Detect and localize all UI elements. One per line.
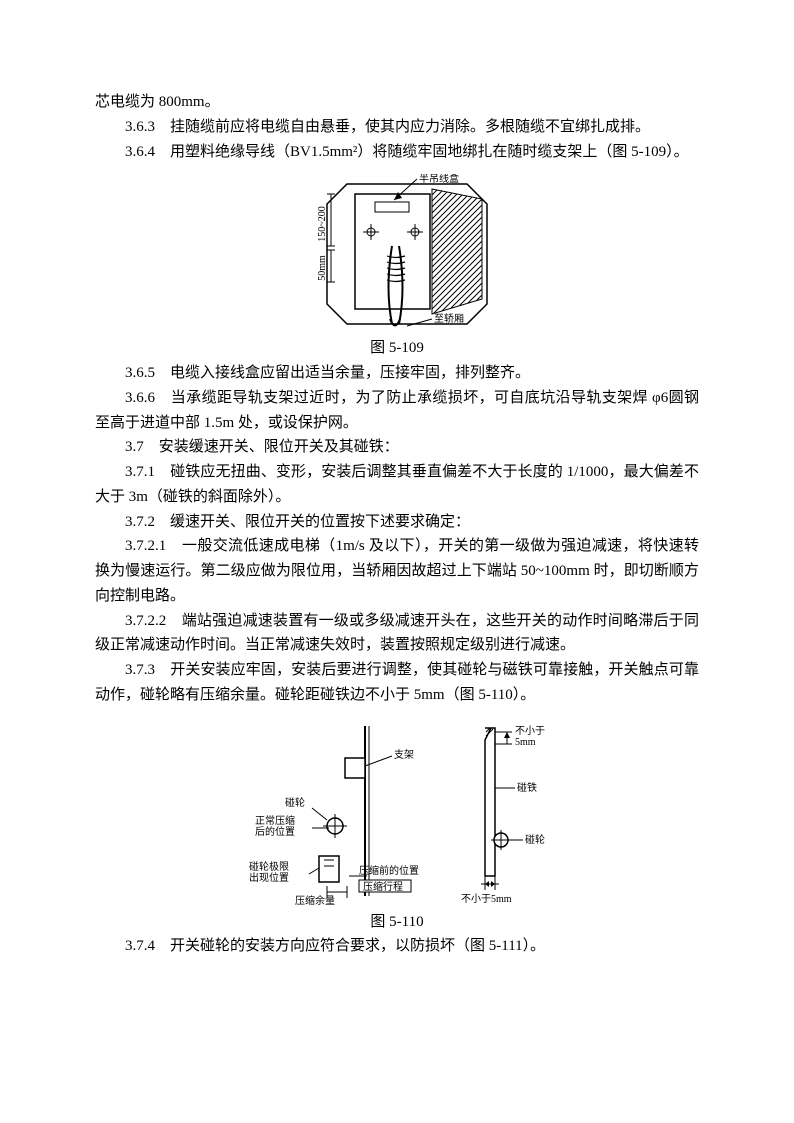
label-jixian-2: 出现位置 <box>249 871 289 884</box>
p-374: 3.7.4 开关碰轮的安装方向应符合要求，以防损坏（图 5-111）。 <box>95 934 699 959</box>
label-penglun-left: 碰轮 <box>285 796 305 809</box>
p-364: 3.6.4 用塑料绝缘导线（BV1.5mm²）将随缆牢固地绑扎在随时缆支架上（图… <box>95 140 699 165</box>
p-3722: 3.7.2.2 端站强迫减速装置有一级或多级减速开头在，这些开关的动作时间略滞后… <box>95 609 699 659</box>
label-pengtie: 碰铁 <box>517 781 537 794</box>
label-noless-top-2: 5mm <box>515 737 536 748</box>
p-3721: 3.7.2.1 一般交流低速成电梯（1m/s 及以下），开关的第一级做为强迫减速… <box>95 534 699 608</box>
label-noless-top-1: 不小于 <box>515 725 545 737</box>
label-zhengchang-2: 后的位置 <box>255 825 295 838</box>
p-365: 3.6.5 电缆入接线盒应留出适当余量，压接牢固，排列整齐。 <box>95 361 699 386</box>
figure-5-110-svg: 支架 碰轮 正常压缩 后的位置 碰轮极限 出现位置 压缩余量 压缩前的位置 压缩… <box>237 718 557 908</box>
label-top: 半吊线盒 <box>419 174 459 185</box>
p-366: 3.6.6 当承缆距导轨支架过近时，为了防止承缆损坏，可自底坑沿导轨支架焊 φ6… <box>95 386 699 436</box>
label-zhengchang-1: 正常压缩 <box>255 814 295 827</box>
p-371: 3.7.1 碰铁应无扭曲、变形，安装后调整其垂直偏差不大于长度的 1/1000，… <box>95 460 699 510</box>
label-penglun-right: 碰轮 <box>525 833 545 846</box>
p-363: 3.6.3 挂随缆前应将电缆自由悬垂，使其内应力消除。多根随缆不宜绑扎成排。 <box>95 115 699 140</box>
figure-5-109-svg: 150~200 50mm 半吊线盒 至轿厢 <box>267 174 527 334</box>
caption-5-109: 图 5-109 <box>95 336 699 361</box>
figure-5-110: 支架 碰轮 正常压缩 后的位置 碰轮极限 出现位置 压缩余量 压缩前的位置 压缩… <box>95 718 699 908</box>
p-top: 芯电缆为 800mm。 <box>95 90 699 115</box>
label-bottom: 至轿厢 <box>434 312 464 325</box>
label-jixian-1: 碰轮极限 <box>249 860 289 873</box>
p-373: 3.7.3 开关安装应牢固，安装后要进行调整，使其碰轮与磁铁可靠接触，开关触点可… <box>95 658 699 708</box>
figure-5-109: 150~200 50mm 半吊线盒 至轿厢 <box>95 174 699 334</box>
label-yasuo-xc: 压缩行程 <box>363 880 403 893</box>
label-noless-bottom: 不小于5mm <box>461 893 512 905</box>
label-yasuo-qian: 压缩前的位置 <box>359 864 419 877</box>
caption-5-110: 图 5-110 <box>95 910 699 935</box>
p-37: 3.7 安装缓速开关、限位开关及其碰铁： <box>95 435 699 460</box>
label-zhijia: 支架 <box>394 749 414 761</box>
label-yasuo-yuliang: 压缩余量 <box>295 894 335 907</box>
dim-50mm: 50mm <box>317 255 328 281</box>
p-372: 3.7.2 缓速开关、限位开关的位置按下述要求确定： <box>95 510 699 535</box>
dim-150-200: 150~200 <box>317 207 328 242</box>
